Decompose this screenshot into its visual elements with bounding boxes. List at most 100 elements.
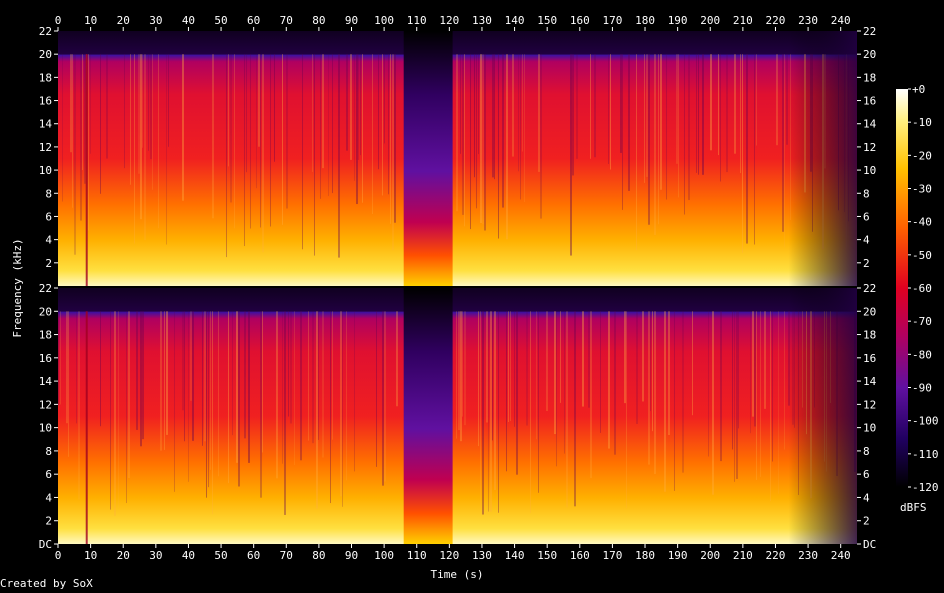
x-tick-label: 160 <box>570 549 590 562</box>
credit-text: Created by SoX <box>0 577 93 590</box>
texture-stripe <box>60 311 61 405</box>
y-tick-label: 16 <box>863 352 876 365</box>
texture-stripe <box>654 54 656 236</box>
texture-stripe <box>360 54 361 156</box>
texture-stripe <box>82 54 83 171</box>
texture-stripe <box>622 54 623 210</box>
x-tick-label: 200 <box>700 14 720 27</box>
texture-stripe <box>388 54 389 195</box>
y-tick-label: 20 <box>863 48 876 61</box>
y-tick-label: DC <box>863 538 876 551</box>
texture-stripe <box>494 54 495 180</box>
texture-stripe <box>384 311 386 482</box>
x-tick-label: 30 <box>149 14 162 27</box>
texture-stripe <box>746 54 748 244</box>
texture-stripe <box>648 54 650 225</box>
texture-stripe <box>58 311 59 406</box>
y-tick-label: 14 <box>863 118 877 131</box>
texture-stripe <box>506 54 508 240</box>
x-tick-label: 40 <box>182 549 195 562</box>
texture-stripe <box>90 54 91 154</box>
x-tick-label: 110 <box>407 14 427 27</box>
texture-stripe <box>644 54 645 183</box>
x-tick-label: 150 <box>537 549 557 562</box>
colorbar-tick-label: +0 <box>912 83 925 96</box>
texture-stripe <box>282 311 283 464</box>
texture-stripe <box>564 311 565 454</box>
texture-stripe <box>382 54 383 196</box>
colorbar-label: dBFS <box>900 501 927 514</box>
texture-stripe <box>646 54 648 177</box>
colorbar-tick-label: -30 <box>912 183 932 196</box>
quiet-gap-region <box>403 288 453 544</box>
texture-stripe <box>514 311 515 427</box>
x-tick-label: 200 <box>700 549 720 562</box>
x-tick-label: 90 <box>345 549 358 562</box>
texture-stripe <box>764 311 766 409</box>
y-tick-label: 2 <box>45 515 52 528</box>
texture-stripe <box>636 54 637 251</box>
y-tick-label: DC <box>39 538 52 551</box>
texture-stripe <box>654 311 656 474</box>
texture-stripe <box>72 54 73 208</box>
texture-stripe <box>148 54 149 151</box>
texture-stripe <box>136 311 138 430</box>
texture-stripe <box>482 54 484 225</box>
texture-stripe <box>480 311 481 510</box>
texture-stripe <box>536 311 537 440</box>
texture-stripe <box>574 311 576 507</box>
x-tick-label: 140 <box>505 549 525 562</box>
texture-stripe <box>342 311 343 507</box>
texture-stripe <box>590 54 591 159</box>
x-tick-label: 170 <box>602 549 622 562</box>
texture-stripe <box>782 54 784 232</box>
x-tick-label: 80 <box>312 14 325 27</box>
texture-stripe <box>160 311 162 451</box>
texture-stripe <box>720 54 721 182</box>
texture-stripe <box>68 311 69 457</box>
texture-stripe <box>260 54 261 228</box>
texture-stripe <box>210 311 211 470</box>
texture-stripe <box>332 311 333 440</box>
texture-stripe <box>378 54 379 170</box>
y-tick-label: 18 <box>863 71 876 84</box>
texture-stripe <box>692 311 693 416</box>
y-tick-label: 8 <box>863 187 870 200</box>
texture-stripe <box>734 54 736 154</box>
texture-stripe <box>302 54 303 250</box>
texture-stripe <box>538 311 539 493</box>
texture-stripe <box>570 54 572 256</box>
texture-stripe <box>332 54 333 194</box>
texture-stripe <box>720 311 722 462</box>
spectrogram-channel-1 <box>58 31 857 286</box>
texture-stripe <box>190 311 192 401</box>
y-tick-label: 12 <box>39 141 52 154</box>
texture-stripe <box>174 311 175 492</box>
x-tick-label: 230 <box>798 549 818 562</box>
x-tick-label: 20 <box>117 549 130 562</box>
texture-stripe <box>610 54 611 170</box>
x-tick-label: 180 <box>635 14 655 27</box>
x-tick-label: 100 <box>374 549 394 562</box>
texture-stripe <box>460 311 462 442</box>
colorbar-tick-label: -60 <box>912 282 932 295</box>
texture-stripe <box>494 311 496 490</box>
y-tick-label: 10 <box>863 422 876 435</box>
texture-stripe <box>754 54 755 245</box>
y-tick-label: 6 <box>45 210 52 223</box>
texture-stripe <box>464 54 465 227</box>
x-tick-label: 240 <box>831 549 851 562</box>
texture-stripe <box>356 54 358 205</box>
texture-stripe <box>734 311 735 482</box>
texture-stripe <box>74 54 76 255</box>
texture-stripe <box>152 54 153 190</box>
x-tick-label: 20 <box>117 14 130 27</box>
texture-stripe <box>530 311 531 514</box>
texture-stripe <box>182 54 184 201</box>
y-tick-label: 6 <box>863 210 870 223</box>
texture-stripe <box>312 54 313 172</box>
texture-stripe <box>114 311 116 516</box>
x-tick-label: 80 <box>312 549 325 562</box>
texture-stripe <box>314 54 315 256</box>
